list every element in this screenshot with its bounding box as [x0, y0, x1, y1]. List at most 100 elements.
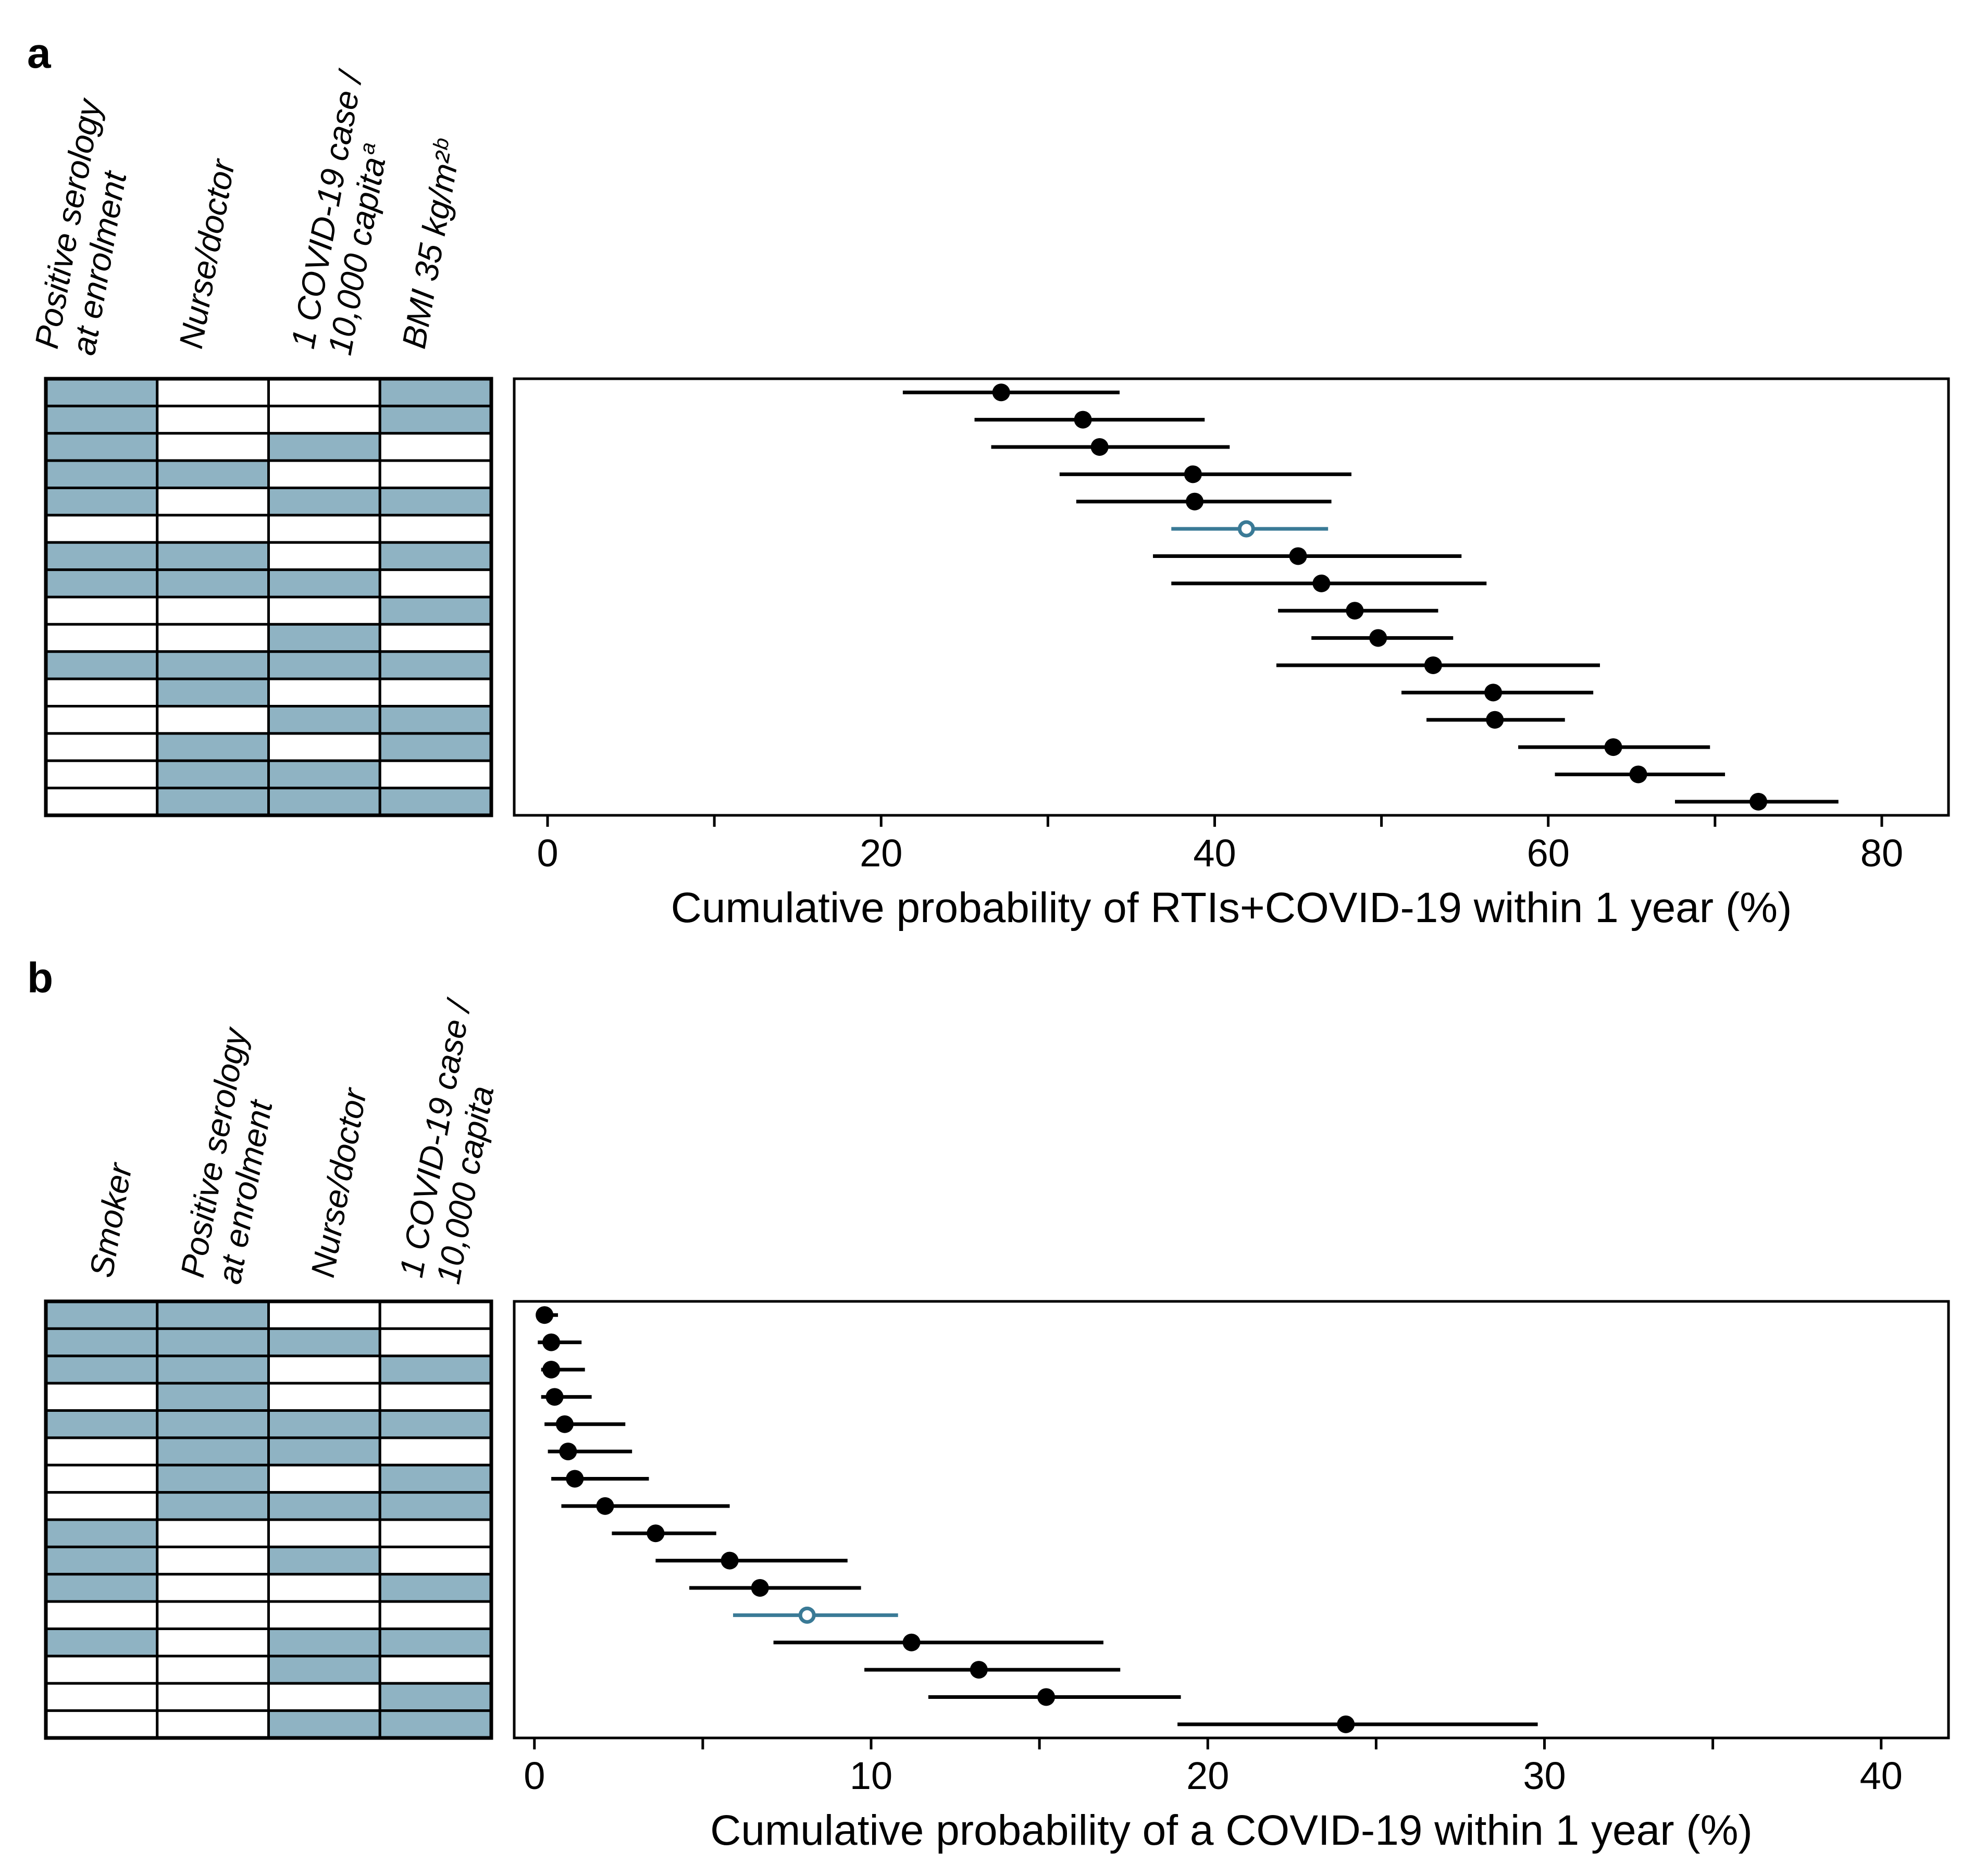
panel-b-matrix-cell — [44, 1655, 159, 1685]
panel-a-data-point — [1486, 711, 1504, 729]
panel-a-data-point — [1369, 629, 1387, 647]
panel-a-matrix-cell — [44, 432, 159, 462]
panel-a-data-point — [1184, 465, 1202, 483]
panel-a-matrix-cell — [378, 595, 493, 626]
panel-b-matrix-cell — [267, 1300, 381, 1330]
panel-a-matrix-cell — [44, 732, 159, 762]
panel-a-x-tick-label: 80 — [1860, 831, 1903, 875]
panel-b-matrix-cell — [378, 1355, 493, 1385]
panel-b-matrix-cell — [378, 1518, 493, 1548]
panel-b-x-tick-label: 20 — [1186, 1754, 1229, 1797]
panel-b-matrix-cell — [44, 1327, 159, 1358]
panel-a-matrix-cell — [44, 705, 159, 735]
panel-a-matrix-cell — [156, 514, 270, 544]
panel-b-matrix-cell — [156, 1355, 270, 1385]
panel-a-matrix-cell — [44, 541, 159, 572]
panel-a-matrix-cell — [267, 487, 381, 517]
panel-a-matrix-cell — [156, 732, 270, 762]
panel-b-matrix-cell — [267, 1709, 381, 1740]
panel-b-matrix-cell — [156, 1518, 270, 1548]
panel-b-data-point — [566, 1470, 584, 1488]
panel-b-matrix-cell — [156, 1682, 270, 1712]
panel-b-data-point — [970, 1661, 988, 1679]
panel-a-data-point — [1074, 411, 1092, 429]
panel-b-plot-frame — [513, 1300, 1950, 1740]
panel-a-matrix-cell — [44, 487, 159, 517]
panel-a-x-axis-title: Cumulative probability of RTIs+COVID-19 … — [671, 884, 1792, 931]
panel-b-matrix-cell — [267, 1463, 381, 1494]
panel-b-matrix-cell — [156, 1300, 270, 1330]
panel-b-matrix-cell — [156, 1600, 270, 1630]
panel-a-matrix-cell — [156, 459, 270, 489]
panel-b-matrix-cell — [378, 1409, 493, 1439]
panel-a-matrix-cell — [267, 459, 381, 489]
panel-b-matrix-cell — [267, 1655, 381, 1685]
panel-a-matrix-cell — [378, 650, 493, 680]
panel-b-x-axis-title: Cumulative probability of a COVID-19 wit… — [710, 1807, 1753, 1854]
panel-a-matrix-cell — [44, 595, 159, 626]
panel-a-matrix-cell — [267, 732, 381, 762]
panel-b-matrix-cell — [267, 1545, 381, 1576]
panel-b-matrix-cell — [156, 1655, 270, 1685]
panel-a-matrix-cell — [378, 732, 493, 762]
panel-b-matrix-cell — [156, 1627, 270, 1658]
panel-b-matrix-cell — [44, 1518, 159, 1548]
panel-b-data-point — [1037, 1688, 1056, 1706]
panel-b-matrix-cell — [267, 1409, 381, 1439]
panel-a-data-point — [1346, 602, 1364, 620]
panel-a-matrix-cell — [378, 487, 493, 517]
panel-b-matrix-cell — [44, 1491, 159, 1521]
panel-b-matrix-cell — [156, 1382, 270, 1412]
panel-a-matrix-cell — [44, 623, 159, 653]
panel-b-matrix-cell — [44, 1600, 159, 1630]
panel-a-label: a — [27, 30, 52, 77]
panel-a-plot-frame — [513, 377, 1950, 817]
panel-b-matrix-cell — [44, 1545, 159, 1576]
panel-b-label: b — [27, 954, 53, 1002]
panel-a-matrix-cell — [267, 705, 381, 735]
panel-b-matrix-cell — [44, 1300, 159, 1330]
panel-a-matrix-cell — [378, 568, 493, 599]
panel-a-matrix-cell — [156, 432, 270, 462]
panel-b-matrix-cell — [378, 1463, 493, 1494]
panel-a-matrix-cell — [44, 568, 159, 599]
panel-a-data-point — [1604, 738, 1622, 756]
panel-b-matrix-cell — [44, 1709, 159, 1740]
panel-a-data-point — [1749, 792, 1768, 811]
panel-b-matrix-cell — [156, 1463, 270, 1494]
panel-b-data-point — [1337, 1715, 1355, 1733]
panel-b-matrix-cell — [378, 1573, 493, 1603]
panel-a-x-tick-label: 20 — [860, 831, 902, 875]
panel-a-matrix-cell — [267, 677, 381, 707]
panel-b-matrix-cell — [44, 1436, 159, 1467]
panel-b-matrix-cell — [378, 1600, 493, 1630]
panel-b-data-point — [559, 1443, 577, 1461]
panel-b-matrix-cell — [267, 1355, 381, 1385]
panel-b-matrix-cell — [156, 1327, 270, 1358]
panel-a-data-point — [1186, 492, 1204, 511]
panel-a-matrix-cell — [44, 759, 159, 790]
panel-a-matrix-cell — [378, 404, 493, 435]
panel-b-matrix-cell — [156, 1573, 270, 1603]
panel-b-matrix-cell — [378, 1627, 493, 1658]
panel-b-x-tick-label: 10 — [850, 1754, 892, 1797]
panel-a-matrix-cell — [378, 514, 493, 544]
panel-a-matrix-cell — [156, 595, 270, 626]
panel-b-x-tick-label: 40 — [1860, 1754, 1903, 1797]
panel-a-matrix-cell — [267, 623, 381, 653]
panel-b-matrix-cell — [156, 1436, 270, 1467]
panel-a-matrix-cell — [378, 787, 493, 817]
panel-a-matrix-cell — [44, 377, 159, 407]
panel-a-matrix-cell — [44, 514, 159, 544]
panel-b-matrix-cell — [378, 1300, 493, 1330]
panel-a-matrix-cell — [156, 759, 270, 790]
panel-a-data-point — [1289, 547, 1307, 565]
panel-b-matrix-cell — [267, 1327, 381, 1358]
panel-b-matrix-cell — [378, 1655, 493, 1685]
panel-a-data-point — [992, 383, 1010, 402]
panel-a-data-point — [1629, 765, 1647, 784]
panel-a-matrix-cell — [44, 404, 159, 435]
panel-a-matrix-cell — [44, 650, 159, 680]
panel-b-matrix-cell — [156, 1491, 270, 1521]
